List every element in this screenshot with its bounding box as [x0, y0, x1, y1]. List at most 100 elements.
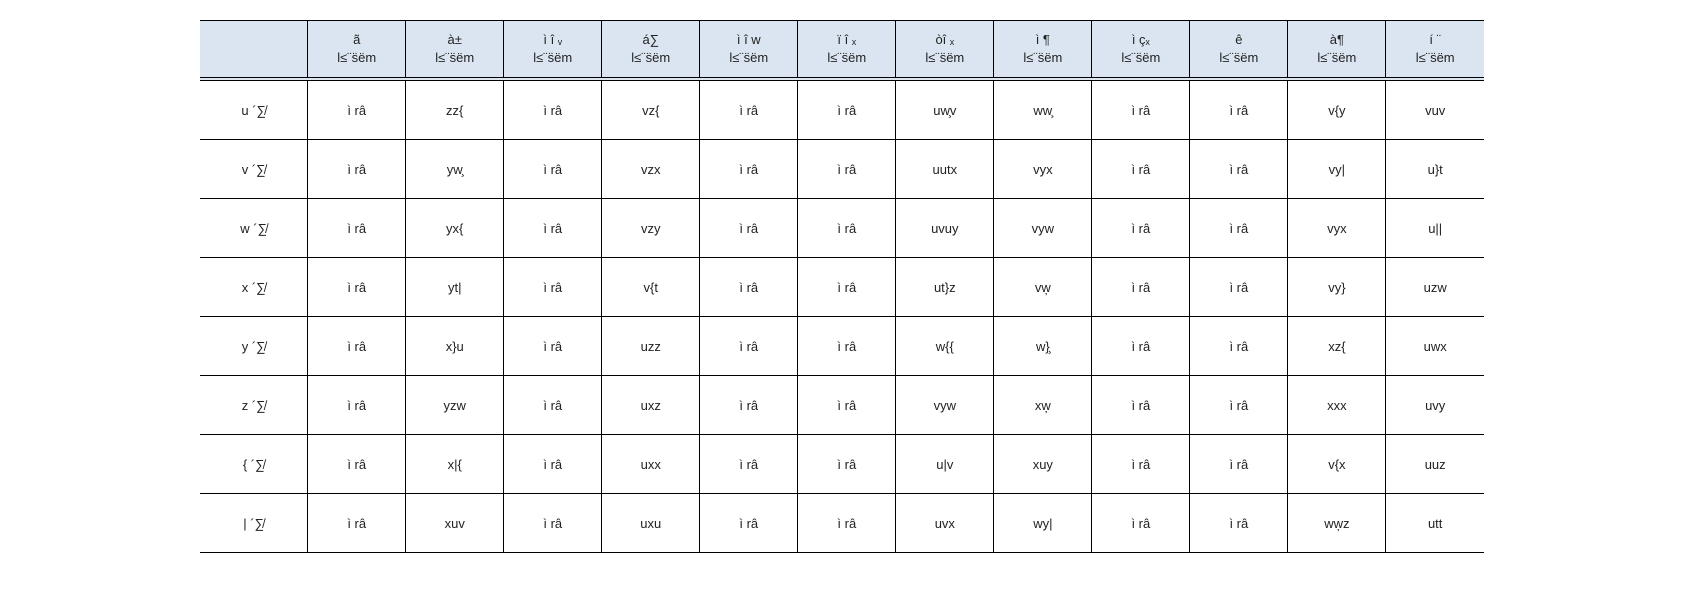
cell: ì râ: [308, 376, 406, 435]
table-head: ãl≤¨s̈ëm à±l≤¨s̈ëm ì î ᵥl≤¨s̈ëm á∑l≤¨s̈ë…: [200, 21, 1484, 81]
cell: xxx: [1288, 376, 1386, 435]
header-line1: òî ₓ: [896, 31, 993, 49]
cell: utt: [1386, 494, 1484, 553]
cell: ì râ: [1092, 376, 1190, 435]
cell: wy|: [994, 494, 1092, 553]
cell: ì râ: [1092, 81, 1190, 140]
header-line1: ï î ₓ: [798, 31, 895, 49]
table-body: u ´∑̸ ì râ zz{ ì râ vz{ ì râ ì râ uw̧v w…: [200, 81, 1484, 553]
cell: ì râ: [1190, 317, 1288, 376]
cell: ì râ: [504, 376, 602, 435]
header-row: ãl≤¨s̈ëm à±l≤¨s̈ëm ì î ᵥl≤¨s̈ëm á∑l≤¨s̈ë…: [200, 21, 1484, 78]
col-header: òî ₓl≤¨s̈ëm: [896, 21, 994, 78]
cell: uw̧v: [896, 81, 994, 140]
cell: uvy: [1386, 376, 1484, 435]
header-line2: l≤¨s̈ëm: [1386, 49, 1484, 67]
cell: vy}: [1288, 258, 1386, 317]
cell: yx{: [406, 199, 504, 258]
cell: ì râ: [798, 317, 896, 376]
cell: vz{: [602, 81, 700, 140]
cell: ut}z: [896, 258, 994, 317]
cell: uzz: [602, 317, 700, 376]
cell: ì râ: [700, 494, 798, 553]
cell: ì râ: [798, 376, 896, 435]
cell: uxz: [602, 376, 700, 435]
cell: ì râ: [1092, 435, 1190, 494]
cell: ì râ: [308, 258, 406, 317]
cell: ì râ: [1092, 140, 1190, 199]
header-line2: l≤¨s̈ëm: [504, 49, 601, 67]
row-label: x ´∑̸: [200, 258, 308, 317]
header-line2: l≤¨s̈ëm: [1190, 49, 1287, 67]
table-row: w ´∑̸ ì râ yx{ ì râ vzy ì râ ì râ uvuy v…: [200, 199, 1484, 258]
cell: ì râ: [798, 140, 896, 199]
cell: yt|: [406, 258, 504, 317]
col-header: ì î ᴡl≤¨s̈ëm: [700, 21, 798, 78]
row-label: z ´∑̸: [200, 376, 308, 435]
row-label: { ´∑̸: [200, 435, 308, 494]
header-line1: ì î ᴡ: [700, 31, 797, 49]
row-label: y ´∑̸: [200, 317, 308, 376]
col-header: êl≤¨s̈ëm: [1190, 21, 1288, 78]
cell: uutx: [896, 140, 994, 199]
table-container: ãl≤¨s̈ëm à±l≤¨s̈ëm ì î ᵥl≤¨s̈ëm á∑l≤¨s̈ë…: [0, 0, 1684, 573]
cell: ì râ: [308, 199, 406, 258]
cell: uwx: [1386, 317, 1484, 376]
cell: vyw: [896, 376, 994, 435]
cell: w}̧: [994, 317, 1092, 376]
cell: ì râ: [700, 376, 798, 435]
col-header: ãl≤¨s̈ëm: [308, 21, 406, 78]
cell: uvuy: [896, 199, 994, 258]
cell: vy|: [1288, 140, 1386, 199]
table-row: u ´∑̸ ì râ zz{ ì râ vz{ ì râ ì râ uw̧v w…: [200, 81, 1484, 140]
cell: vw̦: [994, 258, 1092, 317]
cell: ì râ: [700, 258, 798, 317]
col-header: à±l≤¨s̈ëm: [406, 21, 504, 78]
cell: u|v: [896, 435, 994, 494]
cell: yzw: [406, 376, 504, 435]
cell: v{t: [602, 258, 700, 317]
cell: ì râ: [798, 258, 896, 317]
cell: ì râ: [504, 140, 602, 199]
cell: x|{: [406, 435, 504, 494]
col-header: [200, 21, 308, 78]
cell: uzw: [1386, 258, 1484, 317]
cell: v{x: [1288, 435, 1386, 494]
col-header: à¶l≤¨s̈ëm: [1288, 21, 1386, 78]
header-line1: ì î ᵥ: [504, 31, 601, 49]
header-line2: l≤¨s̈ëm: [896, 49, 993, 67]
header-line2: l≤¨s̈ëm: [798, 49, 895, 67]
cell: ì râ: [308, 317, 406, 376]
cell: ì râ: [798, 81, 896, 140]
cell: uxx: [602, 435, 700, 494]
cell: ì râ: [504, 81, 602, 140]
cell: u}t: [1386, 140, 1484, 199]
row-label: | ´∑̸: [200, 494, 308, 553]
header-line1: ì ¶: [994, 31, 1091, 49]
cell: ì râ: [798, 199, 896, 258]
cell: ì râ: [308, 435, 406, 494]
cell: yw̧: [406, 140, 504, 199]
cell: ì râ: [504, 435, 602, 494]
header-line2: l≤¨s̈ëm: [406, 49, 503, 67]
cell: x}u: [406, 317, 504, 376]
cell: vyw: [994, 199, 1092, 258]
cell: ì râ: [700, 81, 798, 140]
col-header: í ¨l≤¨s̈ëm: [1386, 21, 1484, 78]
cell: v{y: [1288, 81, 1386, 140]
cell: ì râ: [1190, 494, 1288, 553]
cell: ì râ: [700, 317, 798, 376]
cell: uuz: [1386, 435, 1484, 494]
cell: ì râ: [1092, 199, 1190, 258]
cell: xz{: [1288, 317, 1386, 376]
cell: uvx: [896, 494, 994, 553]
cell: ì râ: [1092, 494, 1190, 553]
col-header: ì î ᵥl≤¨s̈ëm: [504, 21, 602, 78]
cell: xw̦: [994, 376, 1092, 435]
cell: ì râ: [700, 140, 798, 199]
cell: vzx: [602, 140, 700, 199]
cell: ì râ: [1190, 81, 1288, 140]
cell: ì râ: [1190, 140, 1288, 199]
cell: ì râ: [1190, 376, 1288, 435]
cell: ì râ: [700, 435, 798, 494]
